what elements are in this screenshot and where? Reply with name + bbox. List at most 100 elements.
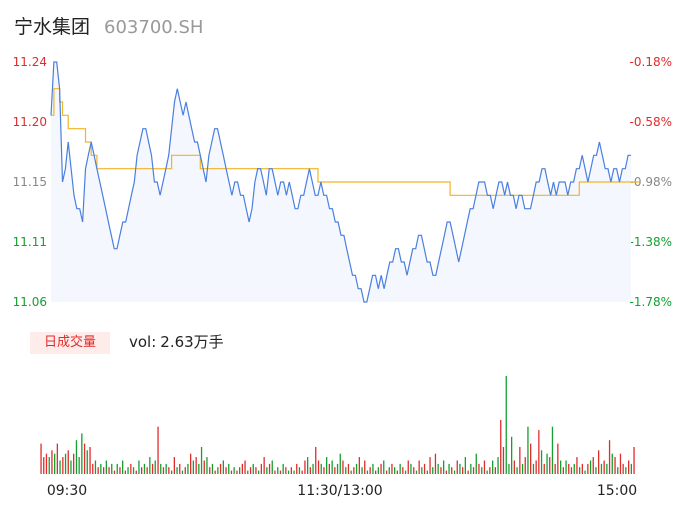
price-line <box>50 61 631 303</box>
volume-bar <box>375 470 377 474</box>
volume-bar <box>181 470 184 474</box>
volume-bar <box>579 467 581 474</box>
percent-tick-label: -0.18% <box>630 55 672 69</box>
volume-bar <box>524 457 526 474</box>
volume-bar <box>116 463 118 474</box>
volume-bar <box>396 470 398 474</box>
volume-bar <box>361 467 363 474</box>
volume-bar <box>347 463 350 474</box>
volume-bar <box>274 470 276 474</box>
volume-bar <box>206 457 208 474</box>
price-tick-label: 11.11 <box>13 235 47 249</box>
percent-tick-label: -1.38% <box>630 235 672 249</box>
volume-bar <box>497 457 499 474</box>
volume-bar <box>527 426 529 474</box>
time-tick-label: 15:00 <box>597 483 637 499</box>
volume-bar <box>489 467 491 474</box>
volume-bar <box>149 457 151 474</box>
volume-bar <box>355 463 358 474</box>
volume-bar <box>459 463 461 474</box>
volume-bar <box>383 460 385 474</box>
volume-bar <box>391 463 393 474</box>
volume-bar <box>429 457 431 474</box>
volume-bar <box>230 470 233 474</box>
volume-bar <box>377 467 379 474</box>
volume-bar <box>521 463 524 474</box>
volume-bar <box>358 457 360 474</box>
daily-volume-badge[interactable]: 日成交量 <box>30 332 110 354</box>
volume-bar <box>443 460 445 474</box>
volume-bar <box>478 463 480 474</box>
volume-bar <box>339 453 341 474</box>
volume-bar <box>570 467 573 474</box>
volume-readout: vol: 2.63万手 <box>129 332 224 352</box>
volume-bar <box>168 467 170 474</box>
volume-bar <box>209 467 211 474</box>
volume-bar <box>342 460 344 474</box>
volume-bar <box>45 453 48 474</box>
volume-bar <box>312 463 314 474</box>
volume-bar <box>249 467 252 474</box>
volume-bar <box>451 467 453 474</box>
percent-axis-right: -0.18% -0.58% -0.98% -1.38% -1.78% <box>630 55 672 309</box>
price-tick-label: 11.06 <box>13 295 47 309</box>
volume-bar <box>200 447 203 474</box>
volume-bars <box>40 376 635 474</box>
volume-bar <box>492 460 494 474</box>
volume-bar <box>122 460 124 474</box>
volume-bar <box>426 470 428 474</box>
volume-bar <box>192 460 194 474</box>
volume-bar <box>328 463 330 474</box>
volume-bar <box>557 443 559 474</box>
volume-bar <box>56 443 58 474</box>
volume-bar <box>301 470 303 474</box>
volume-bar <box>217 467 219 474</box>
volume-bar <box>399 463 401 474</box>
volume-bar <box>239 467 241 474</box>
volume-bar <box>470 463 472 474</box>
volume-bar <box>500 419 502 474</box>
volume-bar <box>277 467 279 474</box>
volume-bar <box>456 460 458 474</box>
volume-bar <box>86 450 88 474</box>
volume-bar <box>464 457 466 474</box>
volume-bar <box>81 433 83 474</box>
volume-bar <box>317 460 320 474</box>
volume-bar <box>543 463 545 474</box>
volume-bar <box>483 460 486 474</box>
volume-bar <box>260 463 262 474</box>
volume-bar <box>581 463 583 474</box>
volume-bar <box>331 460 333 474</box>
volume-bar <box>385 470 388 474</box>
volume-bar <box>113 470 116 474</box>
volume-bar <box>415 470 418 474</box>
volume-bar <box>336 463 339 474</box>
volume-bar <box>413 467 415 474</box>
volume-bar <box>445 470 447 474</box>
volume-bar <box>462 467 464 474</box>
volume-bar <box>241 463 243 474</box>
volume-bar <box>511 436 513 474</box>
volume-bar <box>97 467 99 474</box>
volume-bar <box>165 463 167 474</box>
volume-bar <box>576 457 578 474</box>
volume-bar <box>108 467 110 474</box>
stock-header: 宁水集团 603700.SH <box>14 12 203 40</box>
price-tick-label: 11.24 <box>13 55 47 69</box>
volume-bar <box>538 430 540 474</box>
volume-bar <box>285 467 287 474</box>
volume-bar <box>617 467 619 474</box>
volume-bar <box>70 460 72 474</box>
volume-bar <box>587 463 589 474</box>
volume-bar <box>486 470 488 474</box>
volume-bar <box>502 447 505 474</box>
volume-bar <box>584 470 586 474</box>
volume-bar <box>369 467 371 474</box>
volume-bar <box>266 467 268 474</box>
volume-bar <box>40 443 42 474</box>
volume-bar <box>154 460 156 474</box>
volume-bar <box>203 460 205 474</box>
volume-bar <box>345 467 347 474</box>
volume-bar <box>51 450 53 474</box>
volume-bar <box>309 467 311 474</box>
